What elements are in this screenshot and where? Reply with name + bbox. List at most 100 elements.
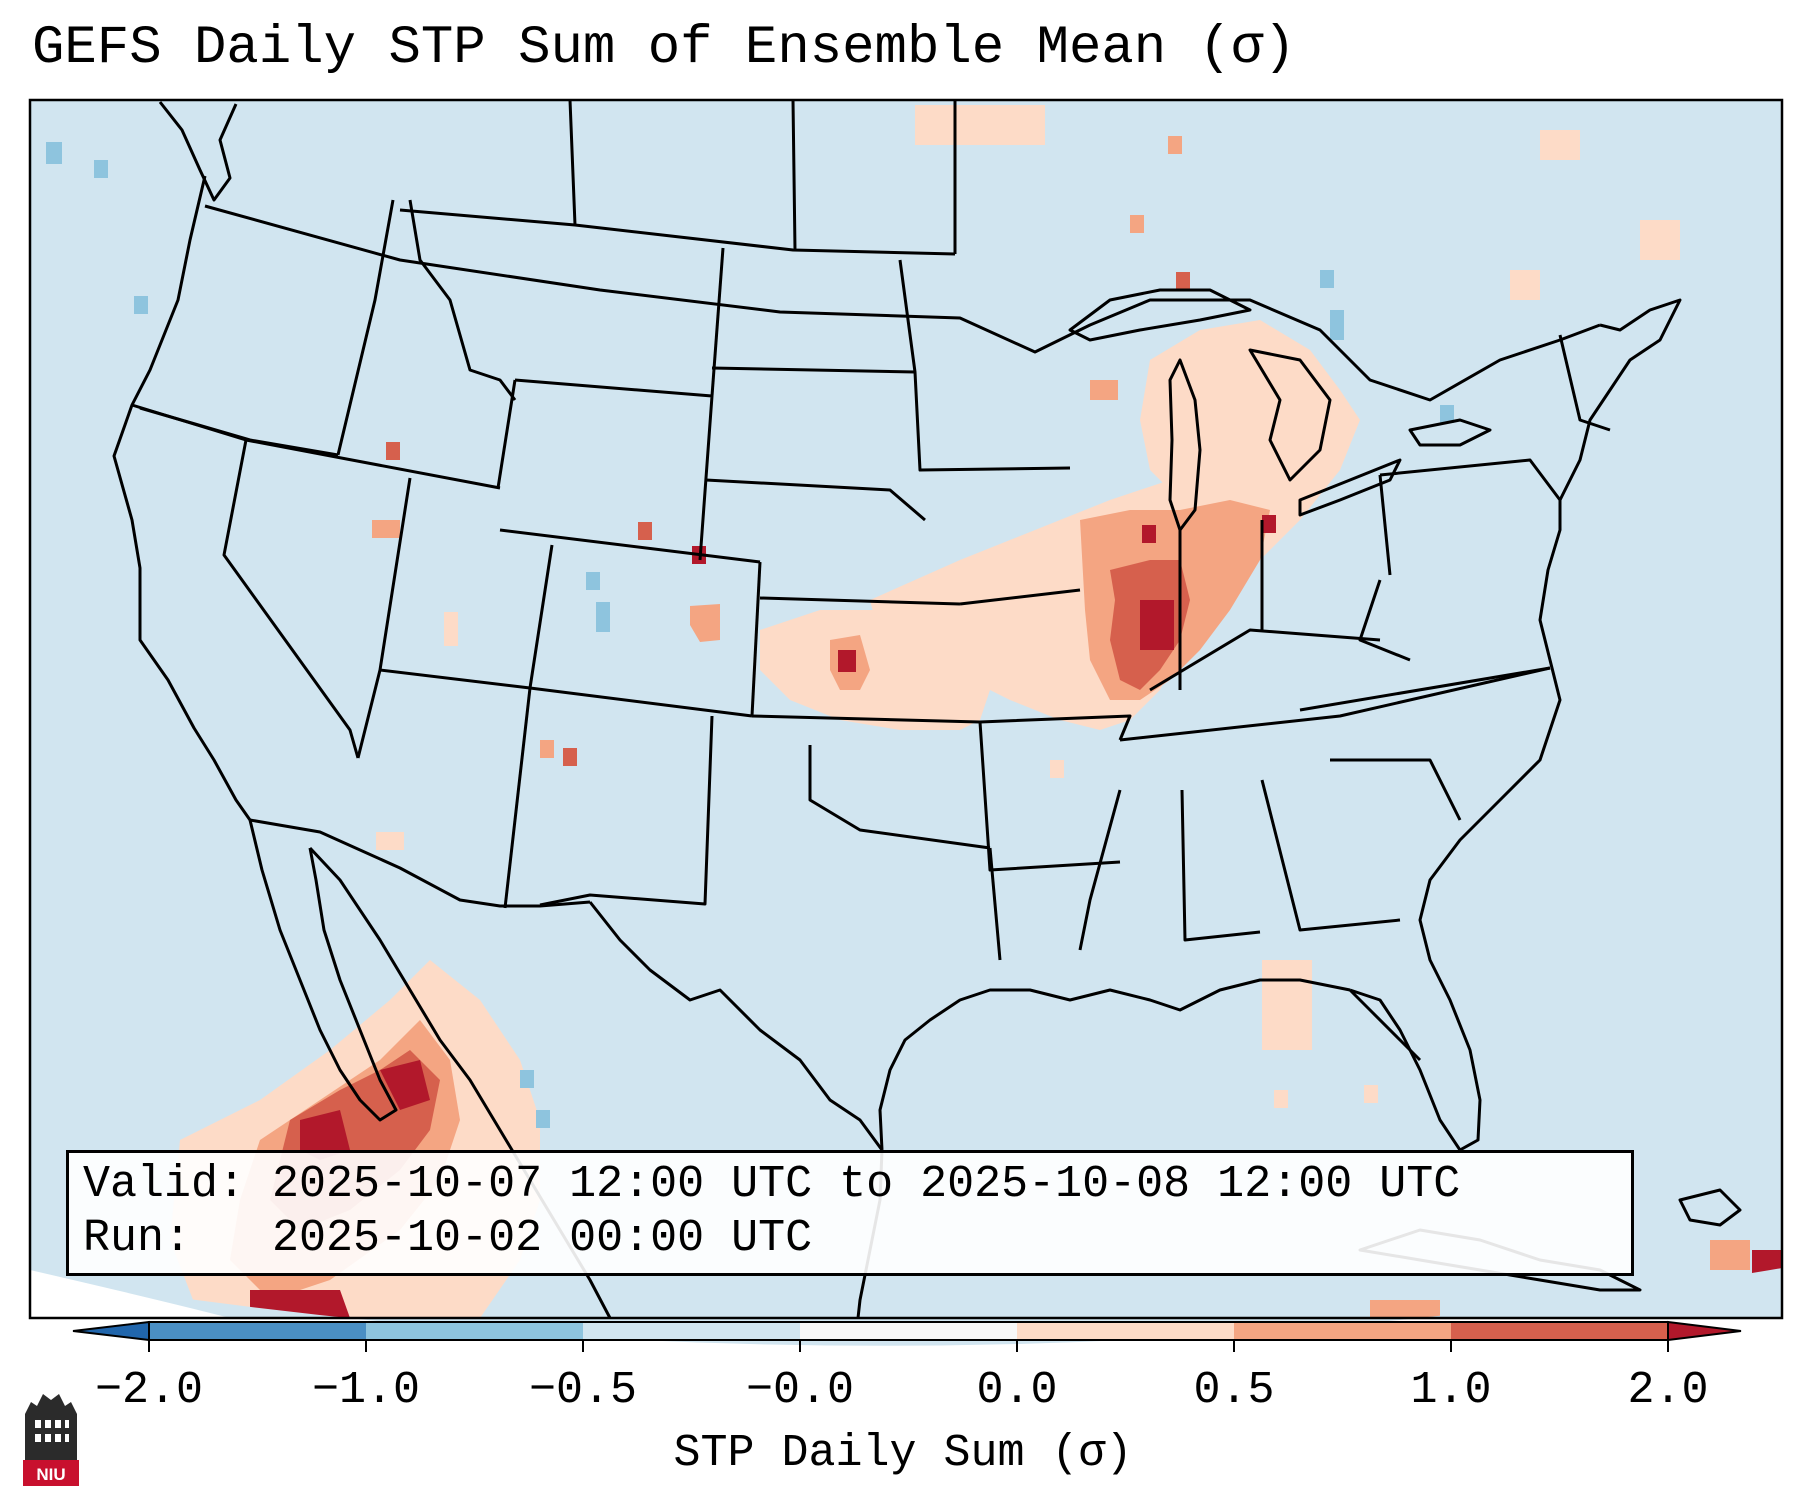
baja-coast	[248, 819, 398, 1122]
shade-neg-7	[1330, 310, 1344, 340]
border-tn	[1119, 666, 1551, 742]
colorbar-ticks	[148, 1340, 1669, 1352]
florida-west	[1348, 988, 1422, 1062]
shade-carib-2	[1710, 1240, 1750, 1270]
shade-upper-1	[1168, 136, 1182, 154]
logo-band	[23, 1460, 79, 1486]
shade-upper-3	[1176, 272, 1190, 290]
shade-ohio-spot	[1262, 515, 1276, 533]
border-ks-ok	[751, 714, 981, 724]
colorbar-segment-4	[800, 1322, 1017, 1340]
border-canada-provinces	[568, 99, 957, 254]
shade-neg-10	[536, 1110, 550, 1128]
shade-neg-3	[134, 296, 148, 314]
shade-nm-2	[540, 740, 554, 758]
shade-colorado-mid	[690, 604, 720, 642]
shade-neg-5	[596, 602, 610, 632]
colorbar-tick-label: −1.0	[311, 1365, 421, 1416]
niu-logo: NIU	[23, 1394, 79, 1486]
shade-wisc-1	[1090, 380, 1118, 400]
lake-ontario	[1408, 418, 1492, 447]
lake-superior	[1068, 288, 1252, 342]
border-sk-mb	[399, 208, 956, 256]
border-id-mt	[408, 199, 517, 401]
border-ut-az	[379, 668, 531, 690]
colorbar-outline	[148, 1321, 1669, 1341]
colorbar-tick-label: −0.0	[745, 1365, 855, 1416]
lake-erie	[1298, 458, 1402, 517]
border-ms-al	[1078, 789, 1122, 951]
border-wy-co	[499, 528, 761, 564]
shade-colorado-2	[638, 522, 652, 540]
border-co-nm	[529, 686, 753, 718]
shade-neg-4	[586, 572, 600, 590]
colorbar-segment-7	[1451, 1322, 1668, 1340]
colorbar-segment-6	[1234, 1322, 1451, 1340]
colorbar-extend-high	[1667, 1320, 1742, 1342]
border-ar	[978, 721, 1121, 872]
border-pa-ny	[1379, 458, 1562, 501]
shade-okla-1	[870, 630, 970, 690]
shade-nevada-1	[372, 520, 400, 538]
valid-time-line: Valid: 2025-10-07 12:00 UTC to 2025-10-0…	[83, 1159, 1461, 1210]
border-or-ca-nv	[131, 403, 247, 442]
border-ia-mo	[959, 588, 1081, 606]
colorbar-extend-low	[72, 1320, 150, 1342]
out-of-domain	[30, 1270, 230, 1318]
shade-gulf-3	[1364, 1085, 1378, 1103]
canada-border	[204, 204, 1601, 402]
border-oh-pa	[1378, 474, 1392, 576]
border-ut-co	[528, 544, 554, 689]
shade-indiana-max	[1140, 600, 1174, 650]
border-wv	[1358, 579, 1411, 662]
shade-neg-1	[46, 142, 62, 164]
shade-upper-2	[1130, 215, 1144, 233]
logo-text: NIU	[36, 1465, 65, 1484]
border-nm-tx	[539, 715, 714, 907]
gulf-coast	[878, 978, 1351, 1151]
shade-neg-9	[520, 1070, 534, 1088]
shade-michigan	[1140, 320, 1340, 500]
colorbar-tick-label: −2.0	[94, 1365, 204, 1416]
border-ne-ks	[759, 596, 961, 606]
plot-frame	[28, 98, 1784, 1320]
colorbar-tick-label: −0.5	[528, 1365, 638, 1416]
border-mn	[898, 259, 1071, 472]
us-mexico-border-west	[249, 818, 591, 908]
border-sd-ne	[705, 478, 926, 522]
border-co-ks	[750, 561, 762, 717]
shade-gulf-1	[1262, 960, 1312, 1050]
run-time-line: Run: 2025-10-02 00:00 UTC	[83, 1213, 813, 1264]
shade-kansas-max	[838, 650, 856, 672]
colorbar-tick-label: 2.0	[1627, 1365, 1709, 1416]
figure-title: GEFS Daily STP Sum of Ensemble Mean (σ)	[32, 18, 1296, 79]
border-ky	[1149, 628, 1381, 692]
shade-upper-5	[1540, 130, 1580, 160]
hispaniola	[1678, 1188, 1742, 1227]
shade-neg-6	[1320, 270, 1334, 288]
colorbar-tick-label: 0.0	[976, 1365, 1058, 1416]
canada-coast	[158, 101, 238, 202]
border-ny-vt	[1558, 334, 1611, 432]
shade-utah-1	[444, 612, 458, 646]
shade-nm-1	[563, 748, 577, 766]
shade-upper-4	[915, 105, 1045, 145]
shade-az-1	[376, 832, 404, 850]
shade-neg-2	[94, 160, 108, 178]
shade-ark-1	[1050, 760, 1064, 778]
colorbar-segment-2	[366, 1322, 583, 1340]
border-or-nv	[245, 438, 501, 490]
border-az-nm	[503, 687, 532, 909]
border-nd-sd	[711, 366, 916, 374]
logo-windows	[35, 1420, 69, 1442]
colorbar-label: STP Daily Sum (σ)	[673, 1428, 1133, 1479]
boundaries	[112, 101, 1742, 1319]
shade-neg-8	[1440, 405, 1454, 423]
us-west-coast	[112, 175, 252, 821]
shade-gulf-2	[1274, 1090, 1288, 1108]
colorbar-tick-label: 0.5	[1193, 1365, 1275, 1416]
border-wa-id	[336, 199, 395, 456]
colorbar	[72, 1320, 1742, 1352]
colorbar-tick-label: 1.0	[1410, 1365, 1492, 1416]
